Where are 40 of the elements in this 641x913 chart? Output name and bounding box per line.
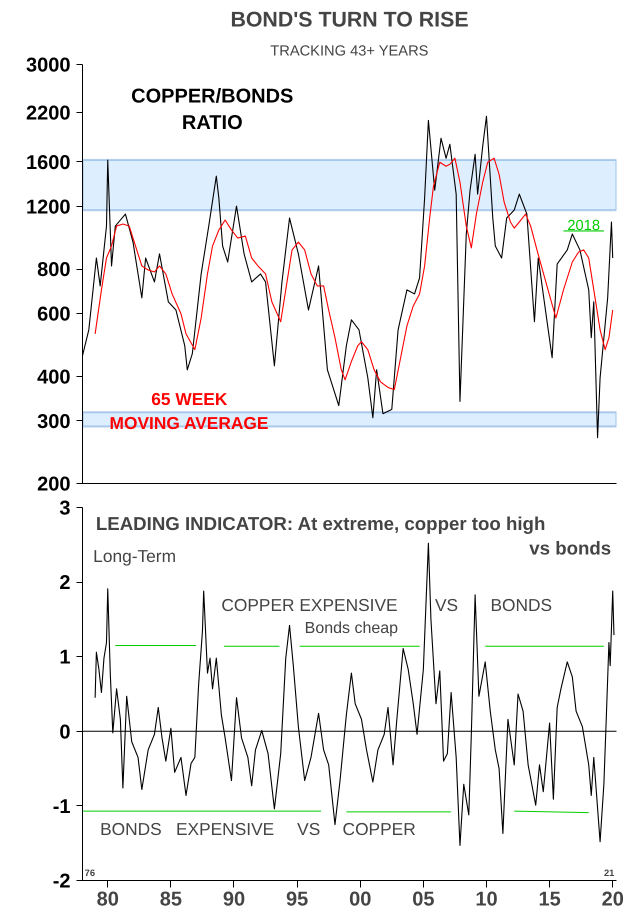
series-label: COPPER/BONDS RATIO — [131, 85, 294, 134]
x-tick-label: 20 — [602, 888, 624, 910]
x-tick-label: 05 — [412, 888, 434, 910]
y-tick-label: 1600 — [26, 152, 71, 174]
y-tick-label: 800 — [37, 259, 71, 282]
annotation: COPPER EXPENSIVE — [221, 595, 398, 616]
x-tick-label: 95 — [286, 888, 308, 910]
annotation: BONDS — [490, 595, 552, 616]
y-tick-label: 3 — [59, 498, 70, 520]
x-tick-label: 80 — [96, 888, 119, 910]
annotation: BONDS — [100, 819, 162, 840]
y-tick-label: 0 — [59, 721, 70, 744]
y-tick-label: 1200 — [26, 196, 71, 218]
chart-title: BOND'S TURN TO RISE — [230, 8, 469, 32]
y-tick-label: 200 — [37, 474, 71, 496]
annotation: VS — [434, 595, 458, 616]
y-tick-label: -1 — [52, 796, 71, 818]
series-label: 2018 — [567, 218, 600, 234]
y-tick-label: 600 — [37, 304, 71, 326]
annotation: COPPER — [342, 819, 416, 840]
y-tick-label: 3000 — [26, 54, 71, 76]
annotation: 21 — [604, 868, 614, 878]
x-tick-label: 85 — [160, 888, 182, 910]
annotation: Long-Term — [93, 546, 176, 566]
y-tick-label: 1 — [59, 646, 70, 669]
y-tick-label: 2200 — [26, 102, 71, 124]
x-tick-label: 00 — [349, 888, 372, 910]
y-tick-label: -2 — [52, 870, 71, 892]
chart-subtitle: TRACKING 43+ YEARS — [270, 44, 429, 60]
annotation: EXPENSIVE — [176, 819, 274, 840]
y-tick-label: 2 — [59, 572, 70, 594]
annotation: 76 — [84, 868, 96, 878]
text: 65 WEEK MOVING AVERAGE — [110, 389, 268, 434]
y-tick-label: 400 — [37, 366, 71, 388]
x-tick-label: 90 — [222, 888, 246, 910]
annotation: Bonds cheap — [304, 620, 398, 638]
y-tick-label: 300 — [37, 410, 71, 433]
x-tick-label: 10 — [475, 888, 498, 910]
annotation: VS — [297, 819, 320, 840]
x-tick-label: 15 — [538, 888, 561, 910]
